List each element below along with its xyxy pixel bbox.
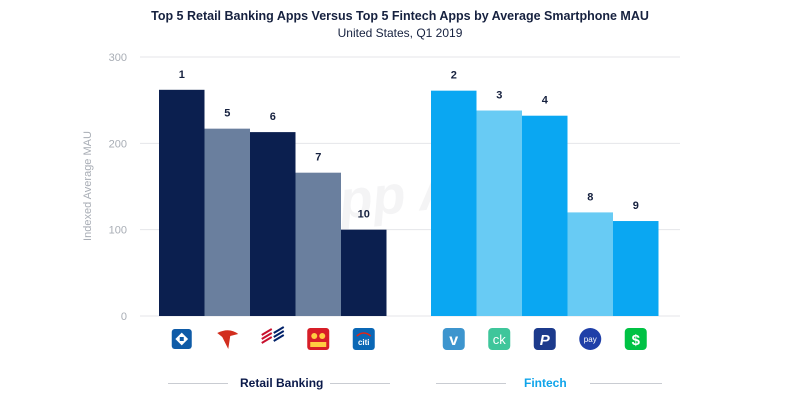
citi-icon-text: citi <box>358 338 370 347</box>
boa-icon-stripe <box>261 328 273 336</box>
legend-line-right-fintech <box>590 383 662 384</box>
y-tick-label: 200 <box>109 138 127 150</box>
chart-title: Top 5 Retail Banking Apps Versus Top 5 F… <box>151 9 649 23</box>
credit-karma-icon-bg <box>488 328 511 350</box>
group-label-fintech: Fintech <box>524 376 567 390</box>
paypal-icon: P <box>533 328 556 350</box>
credit-karma-icon-text: ck <box>493 332 507 347</box>
bar <box>522 115 568 316</box>
citi-icon-arc <box>356 332 372 337</box>
bar-rank-label: 7 <box>315 152 321 164</box>
citi-icon-bg <box>352 328 375 350</box>
cash-app-icon-text: $ <box>632 332 641 349</box>
boa-icon-stripe <box>273 330 285 338</box>
group-label-retail-banking: Retail Banking <box>240 376 324 390</box>
venmo-icon-bg <box>442 328 465 350</box>
paypal-icon-text: P <box>540 332 551 349</box>
wells-fargo-icon-band <box>310 342 327 347</box>
bar <box>204 128 250 316</box>
y-tick-label: 100 <box>109 225 127 237</box>
bar-rank-label: 6 <box>270 111 276 123</box>
bar-rank-label: 5 <box>224 108 230 120</box>
y-tick-label: 300 <box>109 52 127 64</box>
bar-rank-label: 10 <box>358 209 370 221</box>
samsung-pay-icon: pay <box>579 328 602 350</box>
legend-line-left-fintech <box>436 383 506 384</box>
credit-karma-icon: ck <box>488 328 511 350</box>
bar-rank-label: 2 <box>451 70 457 82</box>
wells-fargo-icon-wheel <box>311 333 318 339</box>
wells-fargo-icon <box>307 328 330 350</box>
venmo-icon: v <box>442 328 465 350</box>
boa-icon-stripe <box>261 332 273 340</box>
wells-fargo-icon-wheel <box>319 333 326 339</box>
venmo-icon-text: v <box>449 332 458 349</box>
boa-icon-stripe <box>273 326 285 334</box>
bar <box>159 89 205 316</box>
bar-rank-label: 4 <box>542 95 549 107</box>
capital-one-icon <box>217 330 239 349</box>
bar-rank-label: 9 <box>633 200 639 212</box>
bar <box>295 172 341 316</box>
samsung-pay-icon-bg <box>579 328 602 350</box>
bar-rank-label: 3 <box>496 90 502 102</box>
bar-rank-label: 1 <box>179 69 185 81</box>
bar <box>613 221 659 316</box>
cash-app-icon-bg <box>624 328 647 350</box>
legend-line-left-retail <box>168 383 228 384</box>
bar <box>476 110 522 316</box>
y-tick-label: 0 <box>121 311 127 323</box>
paypal-icon-bg <box>533 328 556 350</box>
citi-icon: citi <box>352 328 375 350</box>
chase-icon <box>171 329 192 349</box>
bar-rank-label: 8 <box>587 191 593 203</box>
bar <box>431 90 477 316</box>
bar <box>567 212 613 316</box>
bar <box>341 229 387 316</box>
legend-line-right-retail <box>330 383 390 384</box>
bank-of-america-icon <box>261 326 285 344</box>
samsung-pay-icon-text: pay <box>584 335 597 344</box>
chase-icon-center <box>179 337 184 341</box>
bar <box>250 132 296 316</box>
cash-app-icon: $ <box>624 328 647 350</box>
boa-icon-stripe <box>261 336 273 344</box>
boa-icon-stripe <box>273 334 285 342</box>
chart-subtitle: United States, Q1 2019 <box>337 26 463 40</box>
capital-one-icon-swoosh <box>217 330 239 349</box>
